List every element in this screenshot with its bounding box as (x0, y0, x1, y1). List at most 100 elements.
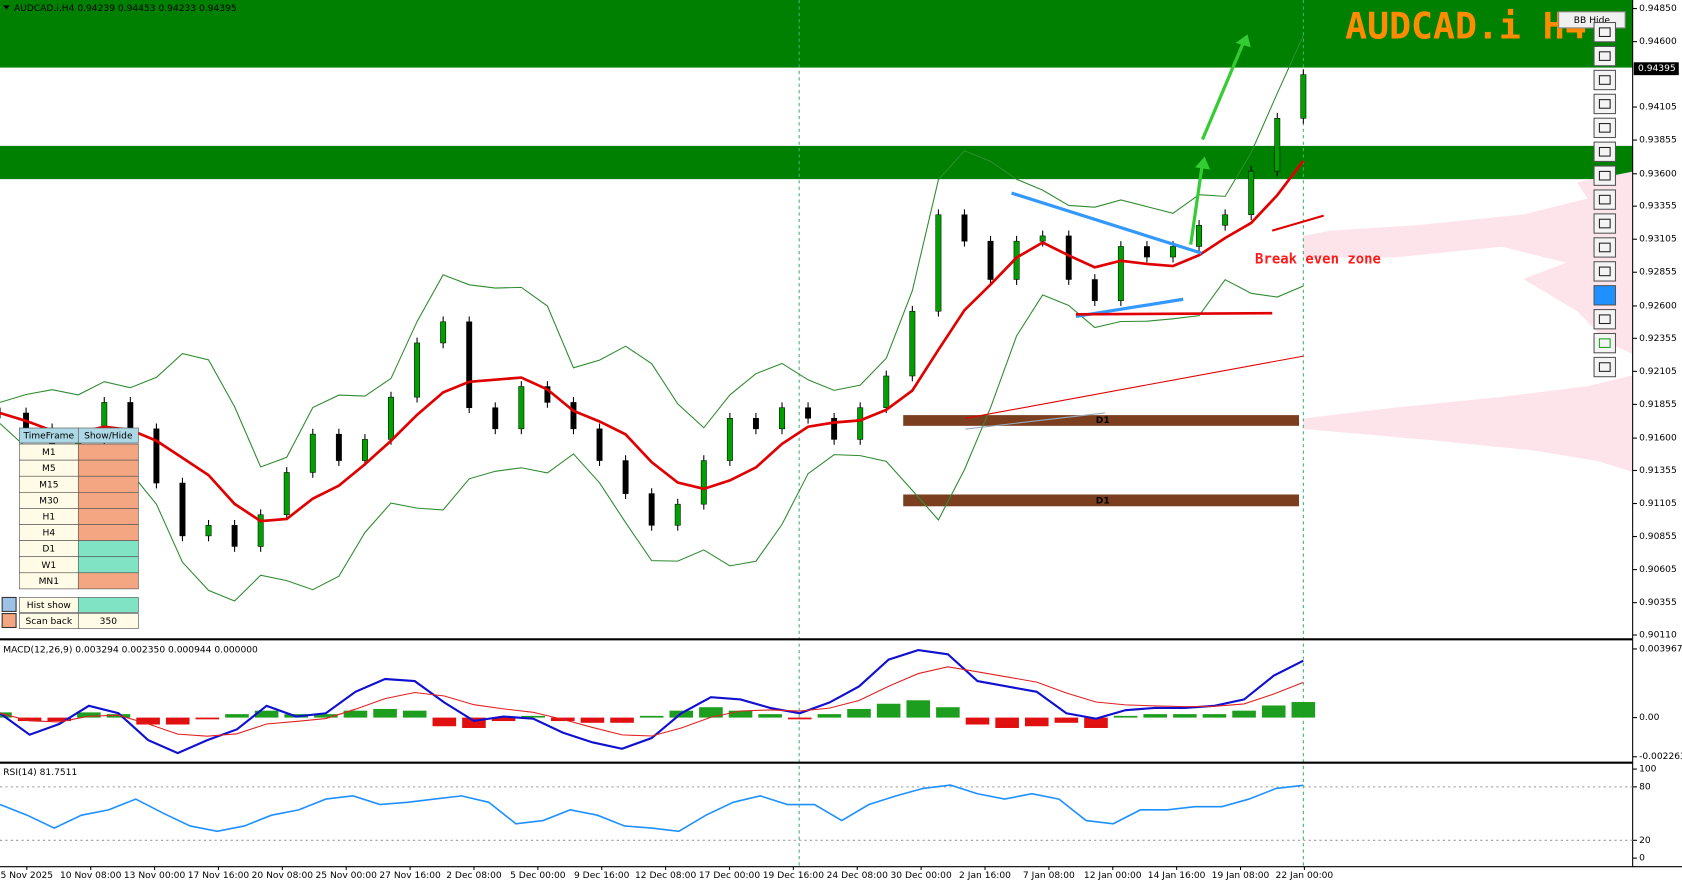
tool-button[interactable] (1593, 69, 1617, 91)
tf-row-text[interactable]: MN1 (39, 577, 59, 587)
tool-icon[interactable] (1598, 27, 1611, 38)
hist-icon[interactable] (1, 596, 17, 612)
time-tick-label: 14 Jan 16:00 (1148, 871, 1206, 881)
tool-button[interactable] (1593, 261, 1617, 282)
candle (1039, 235, 1046, 242)
tool-button[interactable] (1593, 21, 1617, 43)
bollinger-lower (0, 278, 1304, 602)
macd-histogram-bar (106, 714, 131, 718)
tool-icon[interactable] (1598, 362, 1611, 372)
price-tick-label: 0.93855 (1639, 136, 1677, 146)
time-tick-label: 24 Dec 08:00 (827, 871, 888, 881)
macd-tick-label: 0.003967 (1639, 644, 1682, 654)
macd-histogram-bar (906, 700, 931, 718)
tf-row-text[interactable]: D1 (42, 545, 55, 555)
tool-button[interactable] (1593, 141, 1617, 162)
tool-icon[interactable] (1598, 218, 1611, 229)
tool-icon[interactable] (1598, 99, 1611, 109)
tool-icon[interactable] (1598, 123, 1611, 133)
tf-row-text[interactable]: M5 (42, 464, 56, 474)
tf-header-text[interactable]: TimeFrame (22, 432, 74, 442)
macd-histogram-bar (491, 717, 516, 722)
collapse-arrow[interactable] (3, 5, 10, 10)
tool-button[interactable] (1593, 213, 1617, 234)
tf-toggle-cell[interactable] (77, 556, 139, 574)
tool-button[interactable] (1593, 93, 1617, 115)
price-tick-label: 0.90355 (1639, 598, 1677, 608)
tf-row-text[interactable]: M30 (39, 496, 59, 506)
rsi-tick-label: 80 (1639, 782, 1651, 792)
macd-histogram-bar (787, 717, 812, 720)
tool-icon[interactable] (1598, 338, 1611, 348)
candle (440, 321, 447, 344)
tf-toggle-cell[interactable] (77, 524, 139, 541)
hist-show-text[interactable]: Hist show (27, 601, 72, 611)
tf-row-text[interactable]: M1 (42, 448, 56, 458)
tf-header-cell[interactable] (77, 427, 139, 444)
macd-histogram-bar (758, 714, 782, 718)
tf-row-text[interactable]: H1 (42, 513, 55, 523)
tool-button[interactable] (1593, 356, 1617, 378)
scan-value-cell[interactable] (77, 613, 139, 629)
macd-histogram-bar (373, 708, 397, 718)
macd-label: MACD(12,26,9) 0.003294 0.002350 0.000944… (3, 646, 258, 656)
tool-button[interactable] (1593, 165, 1617, 186)
tool-icon[interactable] (1598, 146, 1611, 157)
macd-tick-label: -0.002263 (1639, 752, 1682, 762)
tf-toggle-cell[interactable] (77, 492, 139, 509)
watermark: AUDCAD.i H4 (1345, 4, 1587, 47)
tf-toggle-cell[interactable] (77, 508, 139, 525)
ma-extension (1271, 214, 1325, 232)
candle (257, 514, 264, 547)
tf-toggle-cell[interactable] (77, 540, 139, 558)
scan-icon[interactable] (1, 613, 17, 629)
scan-back-text[interactable]: Scan back (25, 617, 72, 627)
tool-button[interactable] (1593, 285, 1617, 306)
tool-icon[interactable] (1598, 75, 1611, 85)
volume-profile (1303, 171, 1633, 472)
candle (388, 396, 394, 440)
tf-toggle-cell[interactable] (77, 459, 139, 477)
macd-histogram-bar (610, 717, 634, 723)
candle (1091, 279, 1098, 301)
hist-toggle-cell[interactable] (77, 597, 139, 613)
tool-icon[interactable] (1598, 194, 1611, 205)
time-tick-label: 9 Dec 16:00 (574, 871, 630, 881)
candle (1248, 170, 1255, 216)
tool-icon[interactable] (1598, 314, 1611, 325)
tool-button[interactable] (1593, 332, 1617, 354)
tf-row-text[interactable]: M15 (39, 480, 58, 490)
rsi-line (0, 784, 1304, 833)
macd-histogram-bar (77, 712, 101, 718)
candle (309, 433, 316, 473)
tool-button[interactable] (1593, 45, 1617, 67)
d1-zone (903, 494, 1300, 507)
price-tick-label: 0.91355 (1639, 466, 1677, 476)
macd-tick-label: 0.00 (1639, 713, 1659, 723)
tool-button[interactable] (1593, 237, 1617, 258)
ma-slow (965, 355, 1304, 419)
candle (935, 214, 942, 312)
bb-hide-label[interactable]: BB Hide (1574, 16, 1611, 26)
price-tick-label: 0.92855 (1639, 268, 1677, 278)
candle (1222, 214, 1229, 226)
tf-toggle-cell[interactable] (77, 443, 139, 461)
candle (857, 407, 864, 440)
tf-row-text[interactable]: W1 (41, 561, 56, 571)
tool-button[interactable] (1593, 117, 1617, 139)
tool-button[interactable] (1593, 189, 1617, 210)
tool-button[interactable] (1593, 309, 1617, 330)
tf-header-text[interactable]: Show/Hide (84, 432, 133, 442)
price-tick-label: 0.92600 (1639, 301, 1677, 311)
tool-icon[interactable] (1598, 51, 1611, 61)
tool-icon[interactable] (1598, 170, 1611, 181)
tool-icon[interactable] (1598, 266, 1611, 277)
macd-histogram-bar (1261, 705, 1286, 718)
tf-toggle-cell[interactable] (77, 475, 139, 493)
scan-value-text[interactable]: 350 (100, 617, 118, 627)
tool-icon[interactable] (1598, 242, 1611, 253)
macd-histogram-bar (254, 710, 279, 718)
candle (1170, 246, 1176, 258)
tf-row-text[interactable]: H4 (42, 529, 55, 539)
tf-toggle-cell[interactable] (77, 572, 139, 590)
